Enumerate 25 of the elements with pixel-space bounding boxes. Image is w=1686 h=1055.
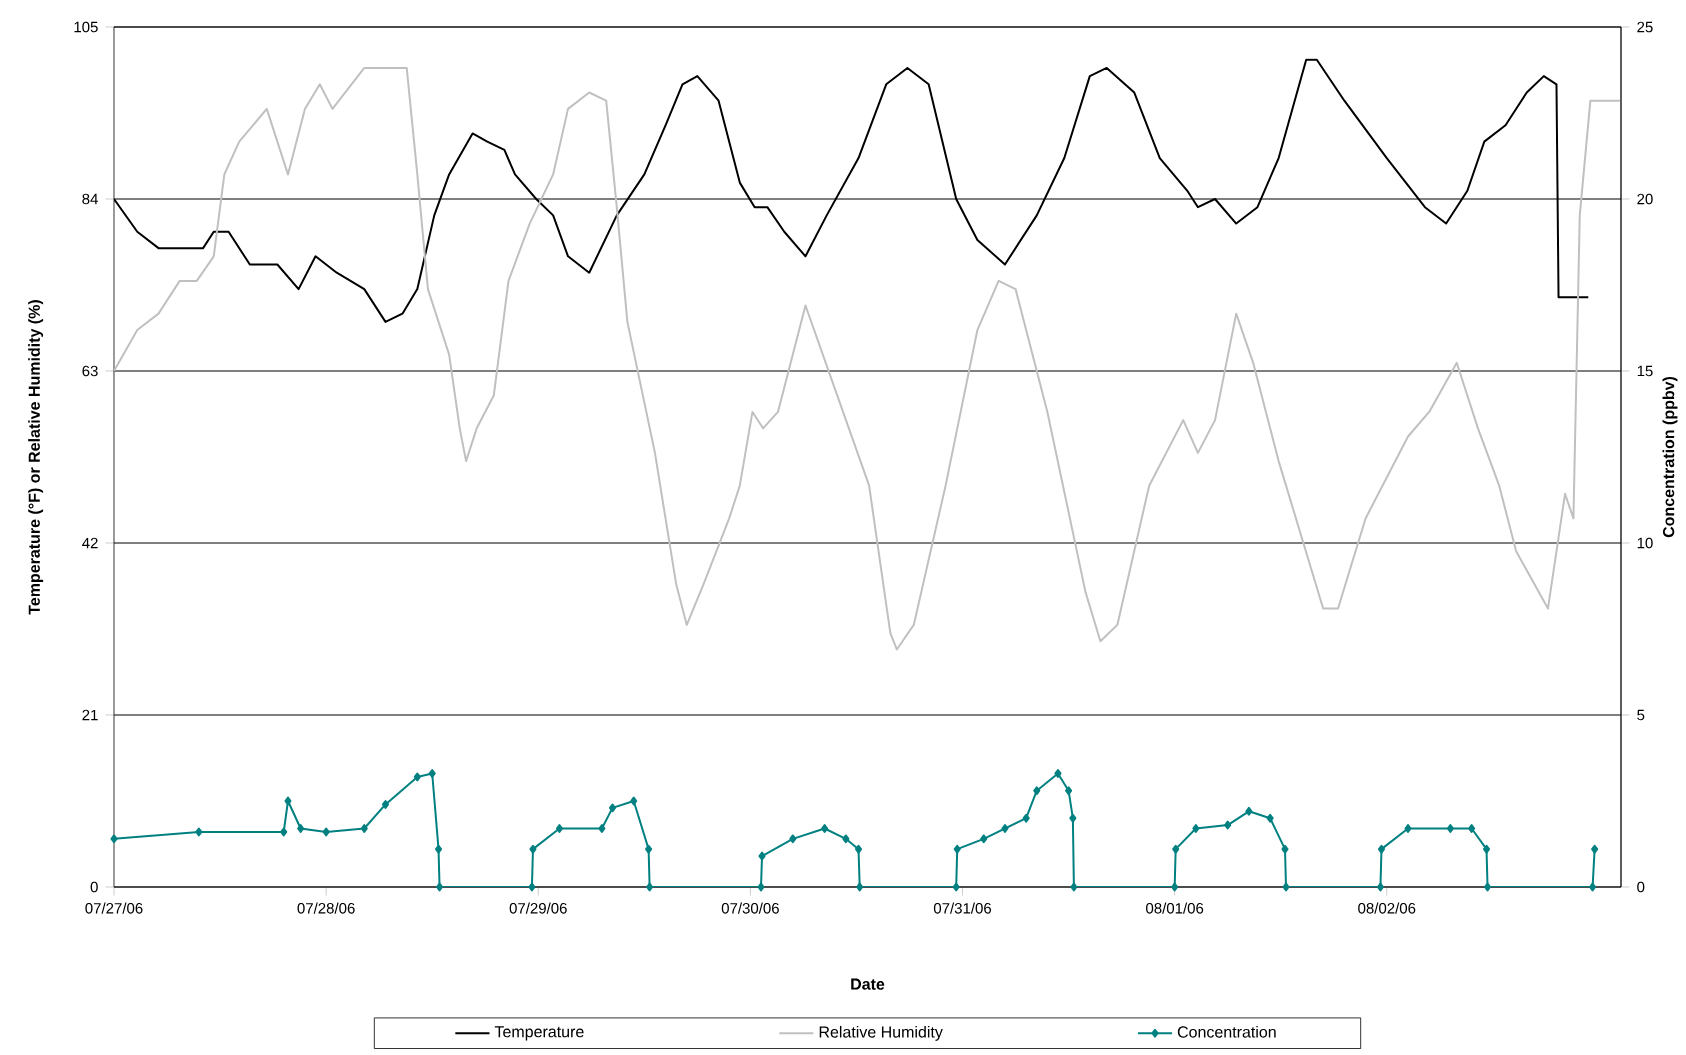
x-tick-label: 08/02/06 [1358,902,1416,914]
legend-label: Temperature [494,1026,584,1041]
legend-label: Concentration [1177,1025,1276,1038]
y-tick-label: 84 [82,193,98,205]
y-tick-label: 63 [82,365,98,377]
y2-tick-label: 25 [1637,21,1653,33]
x-axis-title: Date [851,978,885,990]
x-tick-label: 07/31/06 [933,902,992,914]
legend-label: Relative Humidity [819,1025,943,1041]
y-tick-label: 21 [82,709,98,721]
y-tick-label: 42 [82,537,98,549]
y2-tick-label: 20 [1637,193,1653,205]
y2-axis-title: Concentration (ppbv) [1662,376,1678,538]
x-tick-label: 08/01/06 [1146,902,1204,914]
y-axis-title: Temperature (°F) or Relative Humidity (%) [28,300,44,615]
y2-tick-label: 15 [1637,365,1653,377]
x-tick-label: 07/28/06 [297,902,355,914]
y-tick-label: 0 [90,881,98,893]
x-tick-label: 07/29/06 [509,902,567,914]
x-tick-label: 07/30/06 [721,902,779,914]
y-tick-label: 105 [74,21,98,33]
x-tick-label: 07/27/06 [85,902,143,914]
y2-tick-label: 5 [1637,709,1645,721]
y2-tick-label: 0 [1637,881,1645,893]
y2-tick-label: 10 [1637,537,1653,549]
